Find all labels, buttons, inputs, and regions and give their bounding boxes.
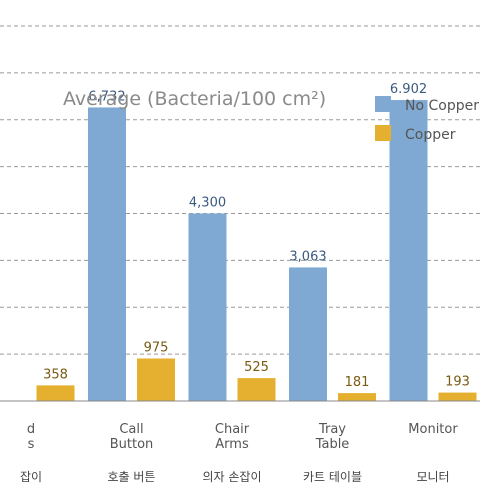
value-label: 975 [144, 340, 169, 355]
bar-copper [237, 378, 276, 401]
value-label: 525 [244, 360, 269, 375]
category-label: Call [119, 422, 143, 437]
legend-label-copper: Copper [405, 127, 456, 143]
value-label: 4,300 [189, 196, 226, 211]
value-label: 358 [43, 367, 68, 382]
bar-no-copper [188, 213, 227, 401]
category-label-ko: 모니터 [416, 470, 449, 484]
bar-copper [36, 385, 75, 401]
bar-copper [438, 392, 477, 401]
category-label-ko: 의자 손잡이 [202, 470, 261, 484]
legend-label-no-copper: No Copper [405, 98, 479, 114]
gridlines [0, 25, 480, 355]
value-label: 181 [345, 375, 370, 390]
bar-no-copper [389, 100, 428, 401]
category-label: d [27, 422, 35, 437]
category-label: Button [110, 437, 154, 452]
category-label: Chair [215, 422, 250, 437]
legend-swatch-no-copper [375, 96, 391, 112]
value-label: 6,732 [88, 89, 125, 104]
legend: No Copper Copper [375, 96, 479, 143]
bar-copper [137, 358, 175, 401]
bar-no-copper [289, 267, 327, 401]
bar-copper [338, 393, 376, 401]
category-label: Arms [215, 437, 249, 452]
category-label: Monitor [408, 422, 458, 437]
value-label: 6.902 [390, 82, 427, 97]
bar-no-copper [88, 107, 126, 401]
category-label-ko: 카트 테이블 [303, 470, 362, 484]
legend-swatch-copper [375, 125, 391, 141]
chart-title: Average (Bacteria/100 cm²) [63, 88, 326, 110]
value-label: 193 [445, 375, 470, 390]
bars [36, 100, 477, 401]
category-label: Table [315, 437, 350, 452]
category-label: Tray [318, 422, 346, 437]
value-label: 3,063 [289, 249, 326, 264]
category-label-ko: 호출 버튼 [108, 470, 156, 484]
category-label-ko: 잡이 [20, 470, 42, 484]
category-label: s [28, 437, 35, 452]
